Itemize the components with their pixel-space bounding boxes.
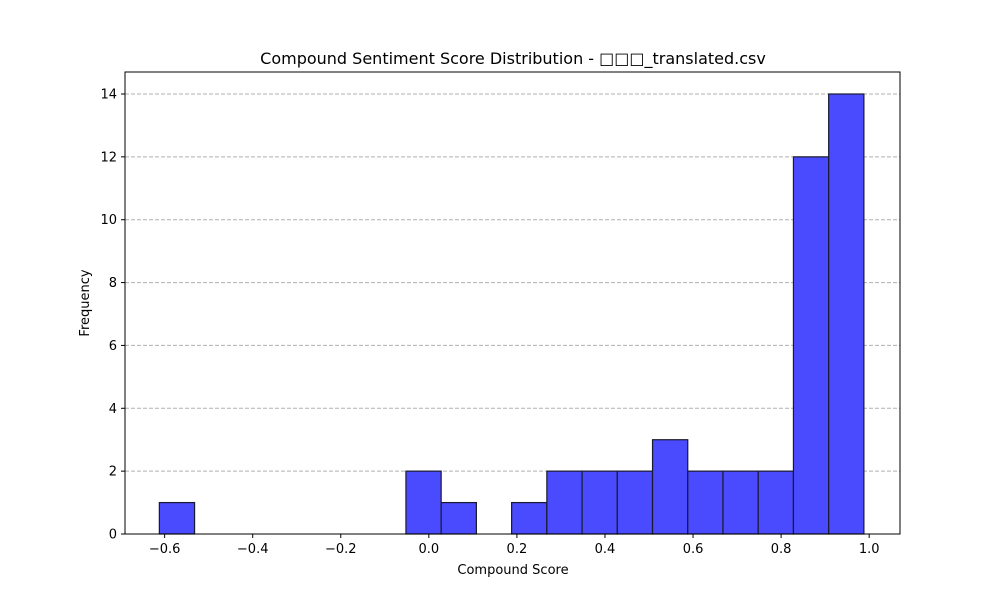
histogram-bar [651,439,689,535]
y-tick-label: 4 [109,402,117,417]
histogram-bar [792,156,830,535]
y-tick-label: 12 [100,150,117,165]
y-tick-label: 6 [109,339,117,354]
histogram-bar [687,470,724,535]
x-tick-label: −0.6 [149,542,181,557]
y-tick-label: 0 [109,528,117,543]
histogram-bar [511,501,548,535]
y-axis-ticks: 0 2 4 6 8 10 12 14 [100,88,125,543]
histogram-bar [616,470,654,535]
histogram-bar [440,501,477,535]
grid-lines [125,93,900,472]
histogram-bar [546,470,583,535]
x-tick-label: 0.4 [595,542,616,557]
y-axis-label: Frequency [78,269,93,336]
histogram-bar [581,470,618,535]
histogram-bar [158,501,196,535]
x-tick-label: −0.4 [237,542,269,557]
x-tick-label: 0.6 [683,542,704,557]
x-axis-ticks: −0.6 −0.4 −0.2 0.0 0.2 0.4 0.6 0.8 1.0 [149,534,880,557]
x-tick-label: 1.0 [859,542,880,557]
chart-title: Compound Sentiment Score Distribution - … [260,49,766,69]
histogram-bar [828,93,865,535]
histogram-bar [757,470,795,535]
x-tick-label: 0.8 [771,542,792,557]
x-tick-label: 0.0 [418,542,439,557]
plot-frame [124,71,901,535]
x-tick-label: 0.2 [507,542,528,557]
x-axis-label: Compound Score [457,563,568,578]
x-tick-label: −0.2 [325,542,357,557]
y-tick-label: 14 [100,88,117,103]
histogram-bar [405,470,442,535]
histogram-bars [158,93,865,535]
y-tick-label: 2 [109,465,117,480]
y-tick-label: 8 [109,276,117,291]
y-tick-label: 10 [100,213,117,228]
histogram-bar [722,470,759,535]
